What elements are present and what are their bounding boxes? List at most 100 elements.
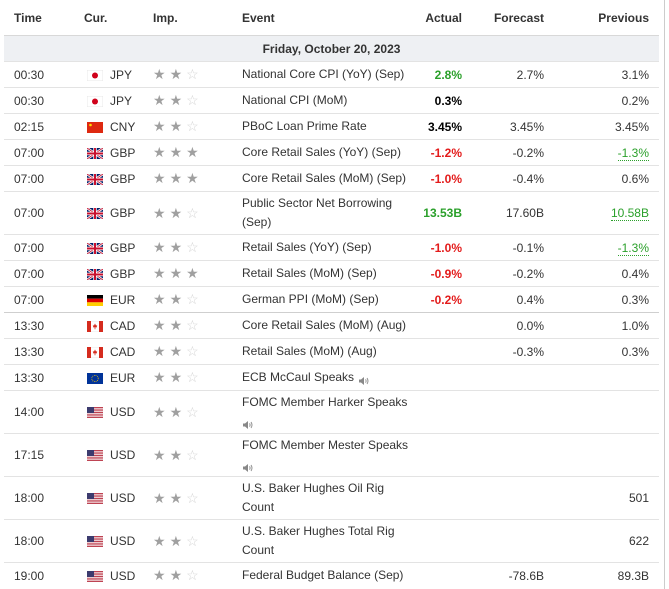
cn-flag-icon [87,121,103,133]
event-name-link[interactable]: German PPI (MoM) (Sep) [242,292,379,306]
star-filled-icon: ★ [169,239,183,255]
event-currency-cell: GBP [84,191,150,235]
star-empty-icon: ☆ [186,403,199,420]
star-filled-icon: ★ [153,144,166,160]
event-name-link[interactable]: PBoC Loan Prime Rate [242,119,367,133]
event-row[interactable]: 07:00 GBP ★ ★ ★ Retail Sales (MoM) (Sep) -0.9%… [4,260,659,287]
event-name-cell[interactable]: Core Retail Sales (MoM) (Aug) [239,312,410,339]
gb-flag-icon [86,241,104,255]
event-row[interactable]: 00:30 JPY ★ ★ ☆ National Core CPI (YoY) (Sep)… [4,61,659,88]
table-right-border [664,0,665,589]
header-forecast[interactable]: Forecast [476,0,558,36]
event-name-link[interactable]: Retail Sales (YoY) (Sep) [242,240,372,254]
event-name-link[interactable]: FOMC Member Mester Speaks [242,438,409,452]
currency-code: USD [110,491,136,505]
event-row[interactable]: 14:00 USD ★ ★ ☆ FOMC Member Harker Speaks [4,390,659,434]
event-time: 07:00 [4,191,84,235]
jp-flag-icon [86,69,104,82]
importance-stars: ★ ★ ☆ [150,562,239,588]
event-currency-cell: GBP [84,165,150,192]
event-name-link[interactable]: Retail Sales (MoM) (Aug) [242,344,377,358]
event-name-link[interactable]: Core Retail Sales (MoM) (Sep) [242,171,407,185]
event-row[interactable]: 07:00 GBP ★ ★ ☆ Retail Sales (YoY) (Sep) -1.0%… [4,234,659,261]
event-name-link[interactable]: National Core CPI (YoY) (Sep) [242,67,405,81]
event-row[interactable]: 19:00 USD ★ ★ ☆ Federal Budget Balance (Sep) -… [4,562,659,588]
calendar-table: Time Cur. Imp. Event Actual Forecast Pre… [4,0,659,588]
event-name-link[interactable]: FOMC Member Harker Speaks [242,395,408,409]
event-time: 07:00 [4,139,84,166]
event-name-link[interactable]: Core Retail Sales (YoY) (Sep) [242,145,401,159]
event-name-link[interactable]: ECB McCaul Speaks [242,370,355,384]
event-name-cell[interactable]: Public Sector Net Borrowing (Sep) [239,191,410,235]
event-name-link[interactable]: National CPI (MoM) [242,93,348,107]
event-forecast [476,433,558,477]
event-actual [410,312,476,339]
importance-stars: ★ ★ ☆ [150,312,239,339]
event-name-cell[interactable]: German PPI (MoM) (Sep) [239,286,410,313]
event-name-link[interactable]: U.S. Baker Hughes Total Rig Count [242,524,395,557]
importance-stars: ★ ★ ☆ [150,87,239,114]
star-filled-icon: ★ [169,170,183,186]
event-name-cell[interactable]: Retail Sales (MoM) (Aug) [239,338,410,365]
event-previous-cell: 1.0% [558,312,659,339]
event-forecast [476,364,558,391]
event-name-cell[interactable]: Core Retail Sales (YoY) (Sep) [239,139,410,166]
event-currency-cell: CAD [84,338,150,365]
event-row[interactable]: 02:15 CNY ★ ★ ☆ PBoC Loan Prime Rate 3.45% 3.45… [4,113,659,140]
event-name-cell[interactable]: Core Retail Sales (MoM) (Sep) [239,165,410,192]
header-previous[interactable]: Previous [558,0,659,36]
event-time: 17:15 [4,433,84,477]
event-name-cell[interactable]: PBoC Loan Prime Rate [239,113,410,140]
event-name-link[interactable]: Retail Sales (MoM) (Sep) [242,266,377,280]
event-currency-cell: EUR [84,364,150,391]
event-currency-cell: USD [84,433,150,477]
event-name-cell[interactable]: National Core CPI (YoY) (Sep) [239,61,410,88]
event-name-cell[interactable]: U.S. Baker Hughes Oil Rig Count [239,476,410,520]
star-empty-icon: ☆ [186,489,199,506]
event-row[interactable]: 13:30 CAD ★ ★ ☆ Retail Sales (MoM) (Aug) -0.3%… [4,338,659,365]
event-name-link[interactable]: Core Retail Sales (MoM) (Aug) [242,318,407,332]
header-actual[interactable]: Actual [410,0,476,36]
event-name-link[interactable]: U.S. Baker Hughes Oil Rig Count [242,481,385,514]
jp-flag-icon [86,95,104,108]
header-event[interactable]: Event [239,0,410,36]
event-forecast: -78.6B [476,562,558,588]
event-name-cell[interactable]: Retail Sales (YoY) (Sep) [239,234,410,261]
event-previous: -1.3% [617,240,649,256]
event-row[interactable]: 17:15 USD ★ ★ ☆ FOMC Member Mester Speaks [4,433,659,477]
star-filled-icon: ★ [169,532,183,549]
event-forecast: -0.2% [476,260,558,287]
event-row[interactable]: 07:00 GBP ★ ★ ★ Core Retail Sales (YoY) (Sep)… [4,139,659,166]
event-currency-cell: GBP [84,234,150,261]
header-currency[interactable]: Cur. [84,0,150,36]
event-name-cell[interactable]: Retail Sales (MoM) (Sep) [239,260,410,287]
header-importance[interactable]: Imp. [150,0,239,36]
event-name-cell[interactable]: FOMC Member Mester Speaks [239,433,410,477]
event-row[interactable]: 07:00 EUR ★ ★ ☆ German PPI (MoM) (Sep) -0.2% 0.… [4,286,659,313]
event-row[interactable]: 18:00 USD ★ ★ ☆ U.S. Baker Hughes Total Rig C… [4,519,659,563]
importance-stars: ★ ★ ☆ [150,61,239,88]
event-previous-cell: 0.4% [558,260,659,287]
event-row[interactable]: 13:30 EUR ★ ★ ☆ ECB McCaul Speaks [4,364,659,391]
event-row[interactable]: 13:30 CAD ★ ★ ☆ Core Retail Sales (MoM) (Aug)… [4,312,659,339]
event-previous: 89.3B [617,568,649,583]
event-row[interactable]: 18:00 USD ★ ★ ☆ U.S. Baker Hughes Oil Rig Cou… [4,476,659,520]
event-name-link[interactable]: Public Sector Net Borrowing (Sep) [242,196,393,229]
event-row[interactable]: 07:00 GBP ★ ★ ★ Core Retail Sales (MoM) (Sep)… [4,165,659,192]
header-time[interactable]: Time [4,0,84,36]
event-previous-cell: -1.3% [558,139,659,166]
event-actual: 13.53B [410,191,476,235]
star-filled-icon: ★ [153,204,166,221]
star-empty-icon: ☆ [186,66,199,82]
date-row: Friday, October 20, 2023 [4,35,659,62]
event-time: 00:30 [4,61,84,88]
event-name-cell[interactable]: ECB McCaul Speaks [239,364,410,391]
event-name-cell[interactable]: National CPI (MoM) [239,87,410,114]
event-name-link[interactable]: Federal Budget Balance (Sep) [242,568,404,582]
event-row[interactable]: 00:30 JPY ★ ★ ☆ National CPI (MoM) 0.3% 0.2% [4,87,659,114]
event-name-cell[interactable]: Federal Budget Balance (Sep) [239,562,410,588]
event-row[interactable]: 07:00 GBP ★ ★ ☆ Public Sector Net Borrowing (… [4,191,659,235]
event-time: 07:00 [4,286,84,313]
event-name-cell[interactable]: FOMC Member Harker Speaks [239,390,410,434]
event-name-cell[interactable]: U.S. Baker Hughes Total Rig Count [239,519,410,563]
